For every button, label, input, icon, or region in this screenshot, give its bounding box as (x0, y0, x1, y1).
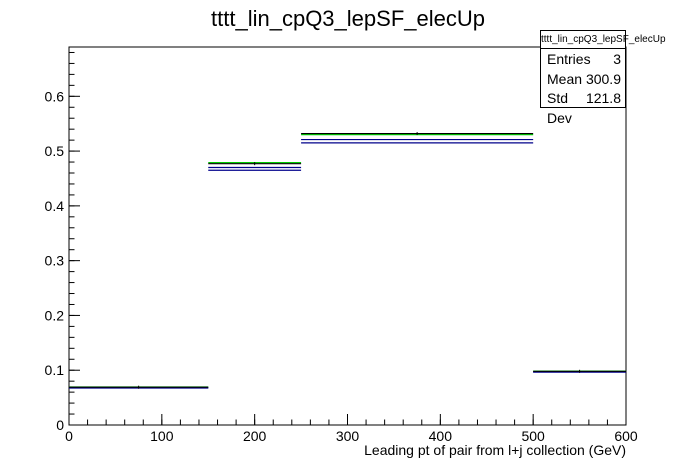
x-tick-label-3: 300 (336, 428, 360, 444)
stats-entries-value: 3 (613, 51, 621, 67)
y-tick-label-5: 0.5 (45, 143, 65, 159)
stats-title: tttt_lin_cpQ3_lepSF_elecUp (541, 31, 666, 49)
stats-box: tttt_lin_cpQ3_lepSF_elecUp Entries 3 Mea… (540, 30, 666, 126)
y-tick-label-1: 0.1 (45, 362, 65, 378)
x-tick-label-6: 600 (614, 428, 638, 444)
y-tick-label-4: 0.4 (45, 198, 65, 214)
series-1 (69, 134, 626, 388)
chart-title: tttt_lin_cpQ3_lepSF_elecUp (211, 6, 485, 31)
x-tick-label-0: 0 (65, 428, 73, 444)
stats-mean-label: Mean (547, 70, 583, 87)
y-tick-label-6: 0.6 (45, 88, 65, 104)
stats-entries-row: Entries 3 (541, 49, 625, 69)
series-2 (69, 142, 626, 389)
y-tick-label-2: 0.2 (45, 307, 65, 323)
stats-entries-label: Entries (547, 51, 591, 67)
series-0 (69, 132, 626, 389)
y-tick-label-0: 0 (56, 417, 64, 433)
series-3 (69, 138, 626, 389)
stats-std-row: Std Dev 121.8 (541, 88, 625, 126)
x-tick-label-4: 400 (429, 428, 453, 444)
y-tick-label-3: 0.3 (45, 253, 65, 269)
x-tick-label-5: 500 (521, 428, 545, 444)
stats-mean-value: 300.9 (585, 70, 621, 87)
stats-mean-row: Mean 300.9 (541, 69, 625, 89)
x-tick-label-2: 200 (243, 428, 267, 444)
x-tick-label-1: 100 (150, 428, 174, 444)
stats-std-value: 121.8 (585, 90, 621, 106)
stats-std-label: Std Dev (547, 90, 572, 126)
x-axis-label: Leading pt of pair from l+j collection (… (364, 442, 626, 458)
